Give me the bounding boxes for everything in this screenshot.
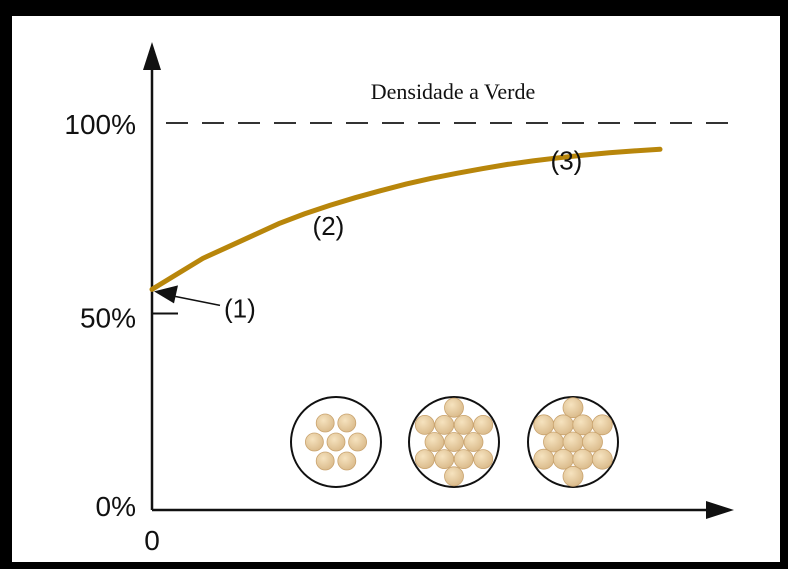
particle	[434, 449, 455, 470]
annotation-3-label: (3)	[551, 145, 583, 175]
particle	[562, 465, 584, 487]
annotation-1-label: (1)	[224, 293, 256, 323]
particle	[591, 414, 613, 436]
particle	[552, 448, 574, 470]
particle-packing-illustration	[290, 396, 619, 488]
particle	[533, 414, 555, 436]
particle	[444, 466, 464, 487]
particle	[444, 397, 464, 418]
particle	[337, 451, 357, 471]
particle	[304, 432, 324, 452]
particle	[562, 397, 584, 419]
density-curve	[149, 146, 663, 292]
particle	[572, 414, 594, 436]
y-axis-arrow-icon	[143, 42, 161, 70]
particle	[337, 413, 357, 433]
annotation-1-leader	[169, 294, 221, 307]
y-tick-label-1: 50%	[80, 303, 136, 334]
particle	[582, 431, 603, 453]
particle	[453, 414, 474, 435]
particle	[562, 431, 584, 453]
particle	[552, 414, 574, 436]
particle	[572, 448, 594, 470]
particle	[453, 449, 474, 470]
particle	[414, 414, 435, 435]
particle	[543, 431, 564, 453]
x-axis-arrow-icon	[706, 501, 734, 519]
particle	[315, 413, 335, 433]
particle	[414, 449, 435, 470]
particle	[473, 449, 494, 470]
particle	[326, 432, 346, 452]
x-tick-label-0: 0	[144, 525, 160, 556]
y-tick-label-0: 0%	[96, 491, 136, 522]
particle	[434, 414, 455, 435]
annotation-2-label: (2)	[313, 211, 345, 241]
particle	[348, 432, 368, 452]
annotation-1-arrow-icon	[154, 285, 178, 304]
particle	[315, 451, 335, 471]
figure-frame: Densidade a Verde 0% 50% 100% 0 (1) (2) (3…	[8, 12, 784, 566]
particle	[444, 432, 464, 452]
particle	[424, 432, 445, 452]
particle	[533, 448, 555, 470]
chart: Densidade a Verde 0% 50% 100% 0 (1) (2) (3…	[64, 42, 734, 556]
y-tick-label-2: 100%	[64, 109, 136, 140]
reference-line-label: Densidade a Verde	[371, 79, 536, 104]
particle	[591, 448, 613, 470]
y-tick-group: 0% 50% 100%	[64, 109, 178, 522]
particle	[463, 432, 484, 452]
particle	[473, 414, 494, 435]
